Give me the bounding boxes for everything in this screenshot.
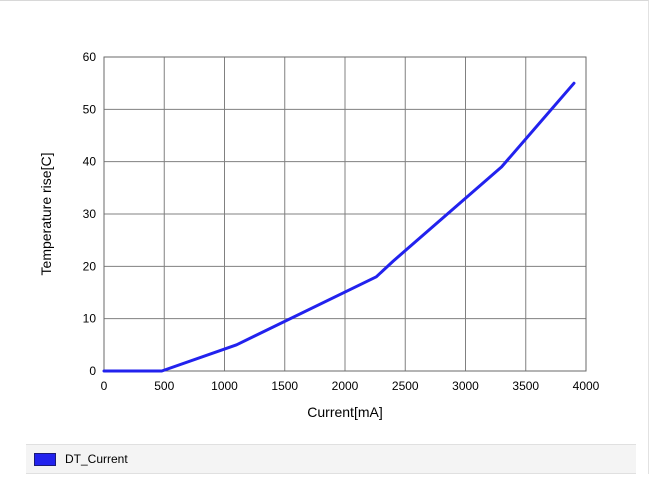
x-tick-label: 500 — [154, 379, 174, 393]
bottom-strip — [0, 474, 649, 493]
series-layer — [102, 81, 576, 373]
y-tick-label: 60 — [83, 50, 97, 64]
y-tick-labels: 0 10 20 30 40 50 60 — [83, 50, 97, 378]
x-tick-label: 3000 — [452, 379, 479, 393]
legend-label: DT_Current — [65, 452, 128, 466]
x-tick-label: 0 — [101, 379, 108, 393]
y-axis-title: Temperature rise[C] — [38, 153, 54, 276]
grid — [104, 57, 586, 371]
series-line-dt-current — [102, 81, 576, 373]
x-tick-label: 4000 — [573, 379, 600, 393]
x-tick-label: 1500 — [271, 379, 298, 393]
legend: DT_Current — [26, 444, 636, 474]
x-tick-label: 1000 — [211, 379, 238, 393]
x-tick-labels: 0 500 1000 1500 2000 2500 3000 3500 4000 — [101, 379, 600, 393]
x-axis-title: Current[mA] — [307, 404, 382, 420]
x-tick-label: 2000 — [332, 379, 359, 393]
chart-canvas: 0 500 1000 1500 2000 2500 3000 3500 4000 0 10 20 30… — [38, 50, 600, 420]
legend-swatch — [34, 452, 56, 466]
y-tick-label: 40 — [83, 155, 97, 169]
x-tick-label: 3500 — [512, 379, 539, 393]
y-tick-label: 20 — [83, 259, 97, 273]
plot-border — [103, 56, 587, 372]
y-tick-label: 10 — [83, 312, 97, 326]
y-tick-label: 50 — [83, 102, 97, 116]
x-tick-label: 2500 — [392, 379, 419, 393]
y-tick-label: 30 — [83, 207, 97, 221]
axes — [103, 56, 587, 372]
y-tick-label: 0 — [89, 364, 96, 378]
